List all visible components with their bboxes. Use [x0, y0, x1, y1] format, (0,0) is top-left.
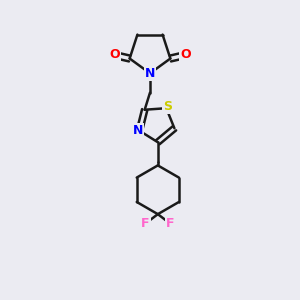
Text: N: N — [145, 67, 155, 80]
Text: S: S — [163, 100, 172, 113]
Text: N: N — [133, 124, 143, 137]
Text: F: F — [141, 217, 150, 230]
Text: F: F — [166, 217, 175, 230]
Text: O: O — [181, 49, 191, 62]
Text: O: O — [109, 49, 119, 62]
